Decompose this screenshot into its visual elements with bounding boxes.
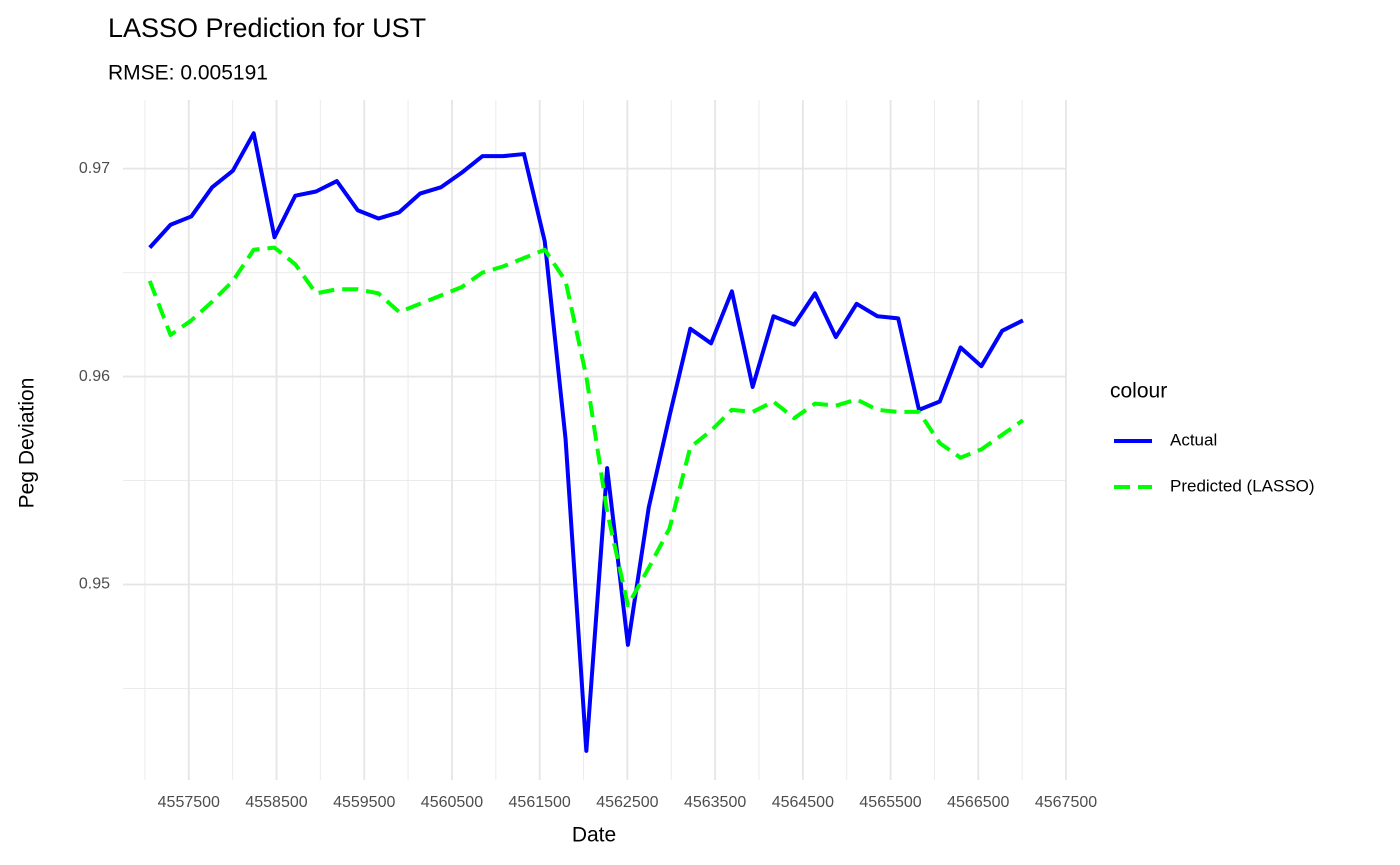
x-tick-label: 4560500: [421, 794, 483, 811]
x-tick-label: 4562500: [596, 794, 658, 811]
chart-subtitle: RMSE: 0.005191: [108, 62, 268, 85]
x-tick-label: 4557500: [158, 794, 220, 811]
x-tick-label: 4561500: [509, 794, 571, 811]
series-line: [148, 131, 1024, 753]
y-tick-label: 0.95: [79, 576, 110, 593]
x-tick-label: 4559500: [333, 794, 395, 811]
legend-title: colour: [1110, 380, 1167, 403]
series-line: [147, 245, 1025, 608]
x-tick-label: 4558500: [245, 794, 307, 811]
x-tick-label: 4566500: [947, 794, 1009, 811]
legend: colour Actual Predicted (LASSO): [1110, 380, 1315, 496]
y-tick-label: 0.96: [79, 368, 110, 385]
lines: [147, 131, 1025, 753]
x-tick-label: 4563500: [684, 794, 746, 811]
x-tick-label: 4564500: [772, 794, 834, 811]
legend-label: Actual: [1170, 430, 1217, 449]
grid: 0.95 0.96 0.97 4557500 4558500 4559500 4560500…: [79, 100, 1097, 811]
x-tick-label: 4565500: [859, 794, 921, 811]
legend-label: Predicted (LASSO): [1170, 476, 1315, 495]
x-axis-title: Date: [572, 824, 616, 847]
x-tick-label: 4567500: [1035, 794, 1097, 811]
y-axis-title: Peg Deviation: [16, 378, 39, 509]
y-tick-label: 0.97: [79, 160, 110, 177]
chart-title: LASSO Prediction for UST: [108, 13, 426, 43]
